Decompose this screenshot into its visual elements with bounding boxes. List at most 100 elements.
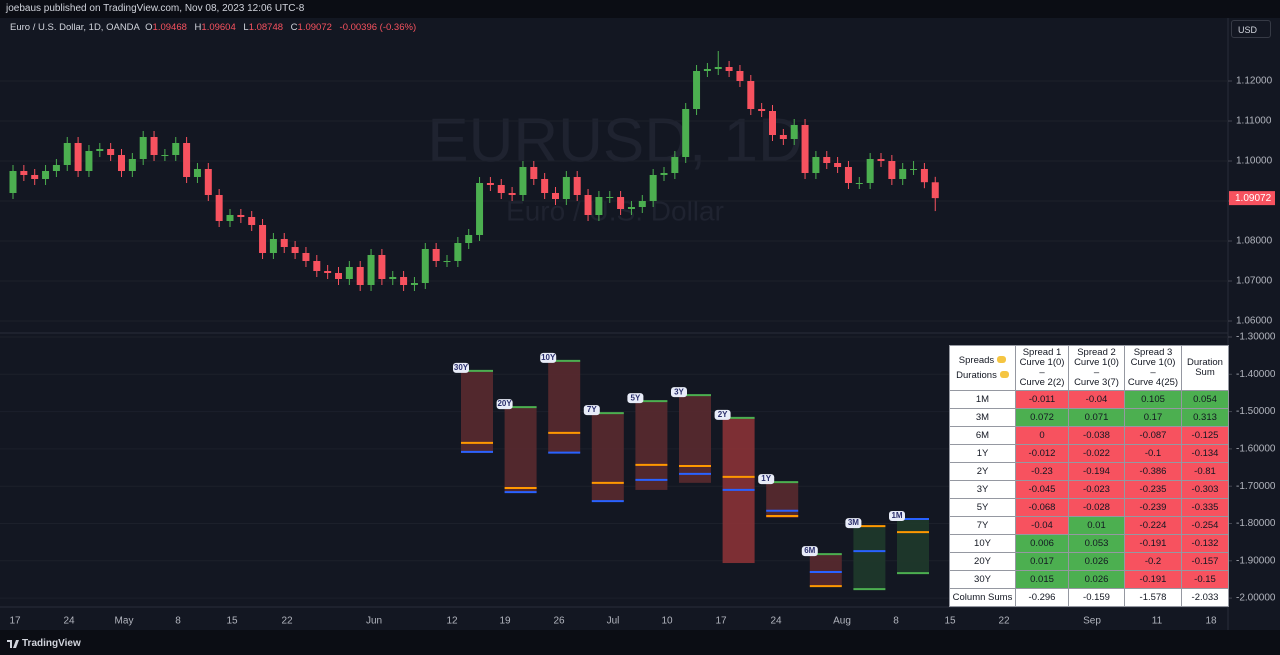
value-cell: 0.313 — [1181, 408, 1229, 427]
candle-body — [215, 195, 223, 221]
row-label: 3Y — [949, 480, 1016, 499]
y-tick-label: -1.50000 — [1236, 406, 1276, 417]
value-cell: 0.01 — [1068, 516, 1125, 535]
sum-cell: -0.159 — [1068, 588, 1125, 607]
x-tick-label: 24 — [770, 616, 782, 627]
range-box — [897, 519, 929, 574]
box-label-bg — [714, 409, 731, 420]
value-cell: -0.254 — [1181, 516, 1229, 535]
sum-cell: -1.578 — [1124, 588, 1182, 607]
low-value: 1.08748 — [248, 22, 284, 33]
box-label-bg — [671, 387, 687, 398]
value-cell: -0.087 — [1124, 426, 1182, 445]
box-label: 2Y — [718, 410, 728, 419]
candle-body — [96, 149, 104, 151]
candle-body — [128, 159, 136, 171]
candle-body — [877, 159, 885, 161]
y-tick-label: -1.30000 — [1236, 332, 1276, 343]
ohlc-label: C — [290, 22, 298, 33]
box-label: 6M — [804, 546, 815, 555]
candle-body — [74, 143, 82, 171]
candle-body — [519, 167, 527, 195]
x-tick-label: 15 — [944, 616, 956, 627]
value-cell: -0.04 — [1015, 516, 1069, 535]
candle-body — [812, 157, 820, 173]
symbol: Euro / U.S. Dollar, 1D, OANDA — [10, 22, 140, 33]
candle-body — [844, 167, 852, 183]
candle-body — [790, 125, 798, 139]
candle-body — [335, 273, 342, 279]
candle-body — [682, 109, 690, 157]
value-cell: -0.04 — [1068, 390, 1125, 409]
value-cell: -0.011 — [1015, 390, 1069, 409]
range-box — [853, 526, 886, 590]
candle-body — [107, 149, 115, 155]
brand-logo — [7, 640, 19, 648]
candle-body — [693, 71, 701, 109]
table-row: 10Y 0.006 0.053 -0.191 -0.132 — [949, 534, 1229, 553]
value-cell: -0.157 — [1181, 552, 1229, 571]
candle-body — [20, 171, 28, 175]
x-tick-label: 8 — [893, 616, 899, 627]
y-tick-label: -1.90000 — [1236, 555, 1276, 566]
range-box — [635, 401, 668, 490]
candle-body — [530, 167, 538, 179]
row-label: 20Y — [949, 552, 1016, 571]
table-row: 1M -0.011 -0.04 0.105 0.054 — [949, 390, 1229, 409]
header-row: Spreads Durations Spread 1 Curve 1(0) – Curve… — [949, 345, 1229, 391]
box-label-bg — [801, 546, 818, 557]
top-bar — [0, 0, 1280, 18]
candle-body — [736, 71, 744, 81]
candle-body — [486, 183, 494, 185]
value-cell: -0.191 — [1124, 570, 1182, 589]
hand-icon — [997, 356, 1007, 364]
x-tick-label: 22 — [998, 616, 1010, 627]
candle-body — [193, 169, 201, 177]
candle-body — [410, 283, 418, 285]
candle-body — [31, 175, 39, 179]
x-tick-label: 17 — [715, 616, 727, 627]
candle-body — [671, 157, 679, 173]
last-price-tag — [1229, 191, 1275, 206]
currency-button[interactable]: USD — [1231, 20, 1271, 38]
column-header-line: Spread 1 — [1022, 347, 1062, 358]
candle-body — [714, 67, 722, 69]
value-cell: -0.235 — [1124, 480, 1182, 499]
candle-body — [758, 109, 766, 111]
column-header: Duration Sum — [1181, 345, 1229, 391]
y-tick-label: 1.12000 — [1236, 76, 1273, 87]
candle-body — [584, 195, 592, 215]
x-tick-label: 24 — [63, 616, 75, 627]
candle-body — [421, 249, 429, 283]
candle-body — [400, 277, 408, 285]
value-cell: 0.105 — [1124, 390, 1182, 409]
candle-body — [627, 207, 635, 209]
candle-body — [172, 143, 180, 155]
column-header-line: Spread 3 — [1133, 347, 1173, 358]
candle-body — [443, 261, 451, 262]
watermark: EURUSD, 1D — [427, 106, 803, 175]
value-cell: -0.303 — [1181, 480, 1229, 499]
value-cell: -0.239 — [1124, 498, 1182, 517]
candle-body — [649, 175, 657, 201]
x-tick-label: 15 — [226, 616, 238, 627]
x-tick-label: 17 — [9, 616, 21, 627]
box-label: 3M — [848, 518, 859, 527]
range-box — [504, 407, 537, 493]
row-label: 7Y — [949, 516, 1016, 535]
x-tick-label: Jun — [366, 616, 382, 627]
column-header-line: Curve 1(0) — [1130, 357, 1176, 368]
candle-body — [595, 197, 603, 215]
value-cell: -0.386 — [1124, 462, 1182, 481]
box-label-bg — [889, 511, 905, 522]
x-tick-label: Jul — [607, 616, 620, 627]
candle-body — [638, 201, 646, 207]
candle-body — [302, 253, 310, 261]
range-box — [548, 360, 581, 453]
sums-label: Column Sums — [949, 588, 1016, 607]
value-cell: -0.81 — [1181, 462, 1229, 481]
y-tick-label: -1.80000 — [1236, 518, 1276, 529]
range-box — [679, 395, 711, 483]
